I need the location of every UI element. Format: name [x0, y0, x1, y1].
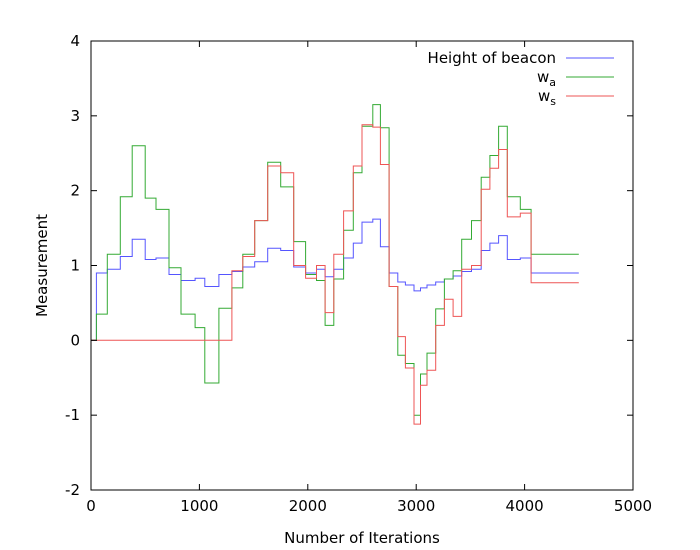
y-tick-label: -1: [65, 406, 80, 424]
x-tick-label: 4000: [506, 497, 544, 515]
x-tick-label: 0: [86, 497, 96, 515]
y-tick-label: 4: [70, 32, 80, 50]
series-line-height-of-beacon: [91, 218, 579, 341]
legend-label-height-of-beacon: Height of beacon: [428, 49, 556, 67]
series-line-wa: [91, 104, 579, 416]
plot-frame: [90, 40, 634, 491]
y-tick-label: 2: [70, 182, 80, 200]
legend-label-wa: wa: [537, 68, 556, 89]
series-layer: [91, 104, 579, 425]
x-tick-label: 2000: [289, 497, 327, 515]
x-tick-label: 5000: [614, 497, 652, 515]
x-tick-label: 1000: [180, 497, 218, 515]
y-tick-label: 1: [70, 257, 80, 275]
y-tick-label: 0: [70, 331, 80, 349]
y-tick-label: -2: [65, 481, 80, 499]
series-line-ws: [91, 124, 579, 425]
legend-label-ws: ws: [538, 87, 556, 108]
y-tick-label: 3: [70, 107, 80, 125]
x-tick-label: 3000: [397, 497, 435, 515]
x-axis-label: Number of Iterations: [284, 529, 440, 547]
y-axis-label: Measurement: [33, 214, 51, 317]
ticks-layer: 0 1000 2000 3000 4000 5000 -2 -1 0 1 2 3 4: [65, 32, 652, 515]
